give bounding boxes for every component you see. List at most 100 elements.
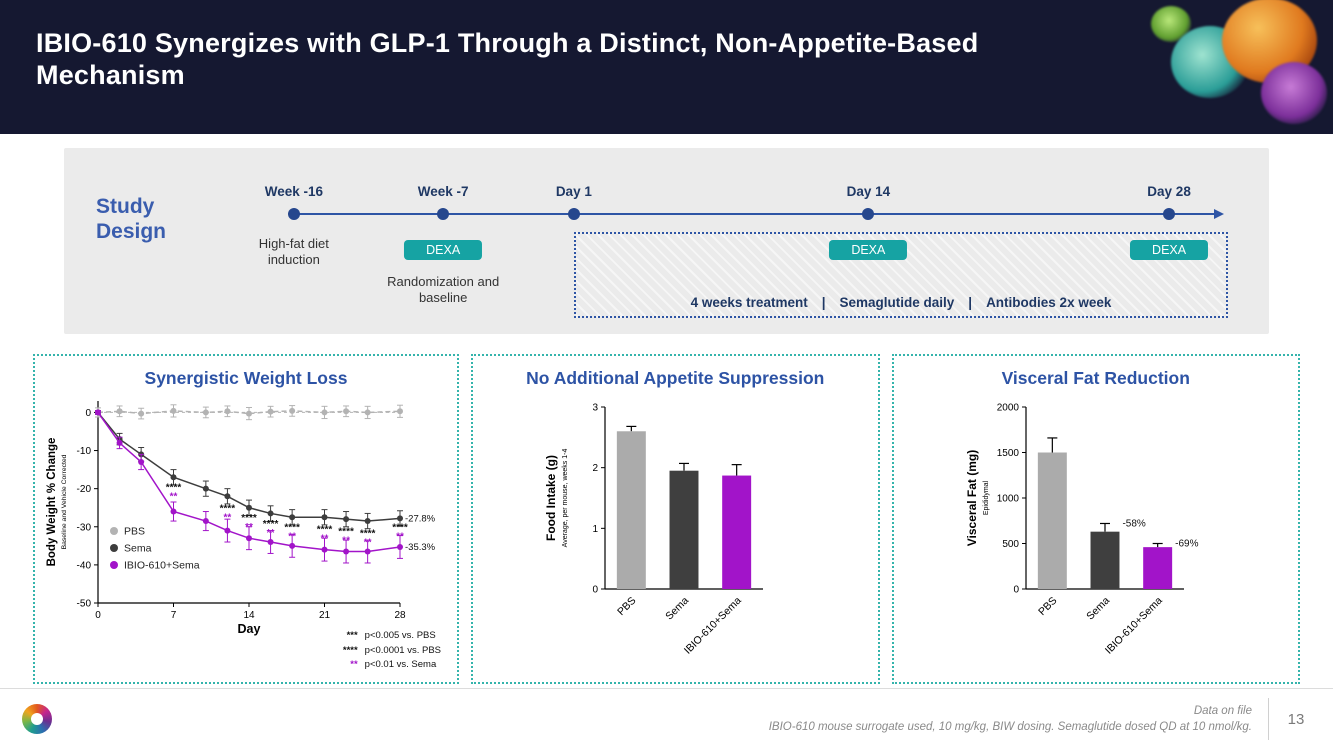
svg-text:**: ** [396,532,404,543]
dexa-badge: DEXA [404,240,483,260]
study-design-section: Study Design Week -16 Week -7 Day 1 Day … [64,148,1269,334]
treatment-item: Semaglutide daily [839,295,955,310]
svg-text:****: **** [338,526,354,537]
milestone-label-day-1: Day 1 [555,184,592,199]
svg-text:-50: -50 [77,599,92,610]
svg-text:IBIO-610+Sema: IBIO-610+Sema [682,595,744,657]
sig-text: p<0.005 vs. PBS [364,630,436,642]
timeline-dot [437,208,450,220]
treatment-item: Antibodies 2x week [986,295,1112,310]
svg-text:IBIO-610+Sema: IBIO-610+Sema [124,560,200,572]
art-blob [1261,62,1327,124]
svg-text:-10: -10 [77,446,92,457]
timeline-dot [287,208,300,220]
svg-text:PBS: PBS [615,595,638,618]
svg-text:Visceral Fat (mg): Visceral Fat (mg) [965,450,979,546]
svg-text:**: ** [342,535,350,546]
svg-text:-20: -20 [77,484,92,495]
timeline-dot [1163,208,1176,220]
sig-stars: **** [342,644,358,656]
study-design-heading-text: Study Design [96,195,167,244]
study-design-heading: Study Design [64,148,214,334]
treatment-separator: | [968,295,973,310]
svg-text:IBIO-610+Sema: IBIO-610+Sema [1103,595,1165,657]
svg-text:Sema: Sema [124,543,152,555]
slide-title: IBIO-610 Synergizes with GLP-1 Through a… [36,28,979,90]
svg-text:7: 7 [171,610,177,621]
sig-text: p<0.0001 vs. PBS [364,644,441,656]
svg-text:-40: -40 [77,560,92,571]
svg-text:14: 14 [243,610,255,621]
timeline-arrow-icon [1213,209,1224,219]
svg-text:1500: 1500 [997,448,1020,459]
treatment-separator: | [821,295,826,310]
svg-text:****: **** [166,483,182,494]
significance-key: *** p<0.005 vs. PBS **** p<0.0001 vs. PB… [328,629,441,672]
panel-food-intake: No Additional Appetite Suppression 0 1 2 3 P… [471,354,880,684]
weight-loss-line-chart: 0 7 14 21 280-10-20-30-40-50-27.8%-35.3%****… [46,401,436,636]
svg-text:Epididymal: Epididymal [983,480,990,515]
svg-text:0: 0 [593,585,599,596]
decorative-molecule-image [1133,0,1333,134]
svg-text:28: 28 [394,610,406,621]
svg-text:****: **** [317,524,333,535]
significance-key-row: *** p<0.005 vs. PBS [328,629,441,643]
svg-text:****: **** [360,528,376,539]
randomization-label: Randomization and baseline [387,274,500,306]
timeline-line [293,213,1215,215]
svg-text:****: **** [392,523,408,534]
svg-text:500: 500 [1002,539,1019,550]
svg-text:Body Weight % Change: Body Weight % Change [46,438,58,567]
svg-text:Day: Day [238,622,261,636]
svg-text:2: 2 [593,463,599,474]
svg-text:-27.8%: -27.8% [405,513,436,524]
svg-text:Food Intake (g): Food Intake (g) [544,455,558,541]
svg-text:21: 21 [319,610,331,621]
svg-text:****: **** [263,519,279,530]
milestone-label-day-14: Day 14 [846,184,891,199]
svg-text:**: ** [364,537,372,548]
panel-title-food-intake: No Additional Appetite Suppression [526,368,825,388]
svg-text:0: 0 [85,408,91,419]
timeline-dot [862,208,875,220]
svg-text:0: 0 [1013,585,1019,596]
results-panels: Synergistic Weight Loss 0 7 14 21 28 0 -10 -20-… [33,354,1300,684]
svg-text:3: 3 [593,403,599,414]
significance-key-row: **** p<0.0001 vs. PBS [328,644,441,658]
svg-text:Average, per mouse, weeks 1-4: Average, per mouse, weeks 1-4 [562,449,569,548]
footer-notes: Data on file IBIO-610 mouse surrogate us… [769,703,1268,735]
svg-text:1000: 1000 [997,494,1020,505]
milestone-label-week-7: Week -7 [417,184,469,199]
svg-text:****: **** [284,523,300,534]
svg-text:PBS: PBS [1036,595,1059,618]
timeline-dot [567,208,580,220]
svg-text:**: ** [267,528,275,539]
milestone-label-week-16: Week -16 [264,184,323,199]
panel-title-weight-loss: Synergistic Weight Loss [144,368,348,388]
slide-footer: Data on file IBIO-610 mouse surrogate us… [0,688,1333,749]
svg-text:****: **** [241,513,257,524]
sig-stars: ** [350,658,358,670]
treatment-item: 4 weeks treatment [690,295,808,310]
slide-header: IBIO-610 Synergizes with GLP-1 Through a… [0,0,1333,134]
high-fat-diet-label: High-fat diet induction [258,236,329,268]
svg-text:1: 1 [593,524,599,535]
significance-key-row: ** p<0.01 vs. Sema [328,658,441,672]
svg-text:2000: 2000 [997,403,1020,414]
visceral-fat-bar-chart: 0 500 1000 1500 2000 PBS -58% Sema -69% IBIO-610+… [965,403,1199,657]
milestone-label-day-28: Day 28 [1147,184,1191,199]
svg-text:0: 0 [95,610,101,621]
panel-visceral-fat: Visceral Fat Reduction 0 500 1000 1500 2000 P… [891,354,1300,684]
svg-text:****: **** [220,504,236,515]
svg-text:-58%: -58% [1122,518,1145,529]
svg-text:-35.3%: -35.3% [405,542,436,553]
panel-weight-loss: Synergistic Weight Loss 0 7 14 21 28 0 -10 -20 -… [33,354,459,684]
svg-text:Baseline and Vehicle Corrected: Baseline and Vehicle Corrected [61,454,68,549]
sig-stars: *** [346,630,358,642]
svg-text:**: ** [321,533,329,544]
svg-text:**: ** [245,522,253,533]
svg-text:Sema: Sema [1084,595,1112,623]
treatment-description: 4 weeks treatment | Semaglutide daily | Anti… [576,295,1226,310]
